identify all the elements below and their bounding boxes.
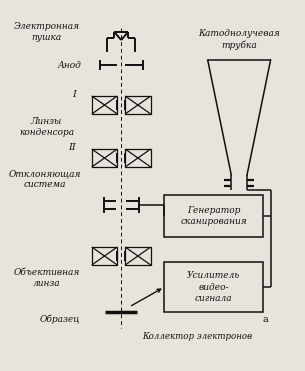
Text: Катоднолучевая
трубка: Катоднолучевая трубка	[198, 29, 280, 50]
Bar	[164, 195, 263, 237]
Text: Анод: Анод	[57, 60, 81, 69]
Bar	[92, 96, 117, 114]
Text: Усилитель
видео-
сигнала: Усилитель видео- сигнала	[187, 272, 240, 303]
Text: Отклоняющая
система: Отклоняющая система	[8, 169, 81, 189]
Bar	[164, 262, 263, 312]
Text: Генератор
сканирования: Генератор сканирования	[180, 206, 247, 226]
Bar	[125, 247, 151, 265]
Text: Электронная
пушка: Электронная пушка	[13, 22, 80, 42]
Text: I: I	[72, 89, 76, 98]
Text: Образец: Образец	[39, 314, 80, 324]
Text: a: a	[263, 315, 269, 325]
Text: Объективная
линза: Объективная линза	[13, 268, 80, 288]
Bar	[92, 247, 117, 265]
Text: Коллектор электронов: Коллектор электронов	[142, 332, 252, 341]
Bar	[125, 149, 151, 167]
Text: Линзы
конденсора: Линзы конденсора	[19, 117, 74, 137]
Bar	[92, 149, 117, 167]
Bar	[125, 96, 151, 114]
Text: II: II	[68, 142, 76, 151]
